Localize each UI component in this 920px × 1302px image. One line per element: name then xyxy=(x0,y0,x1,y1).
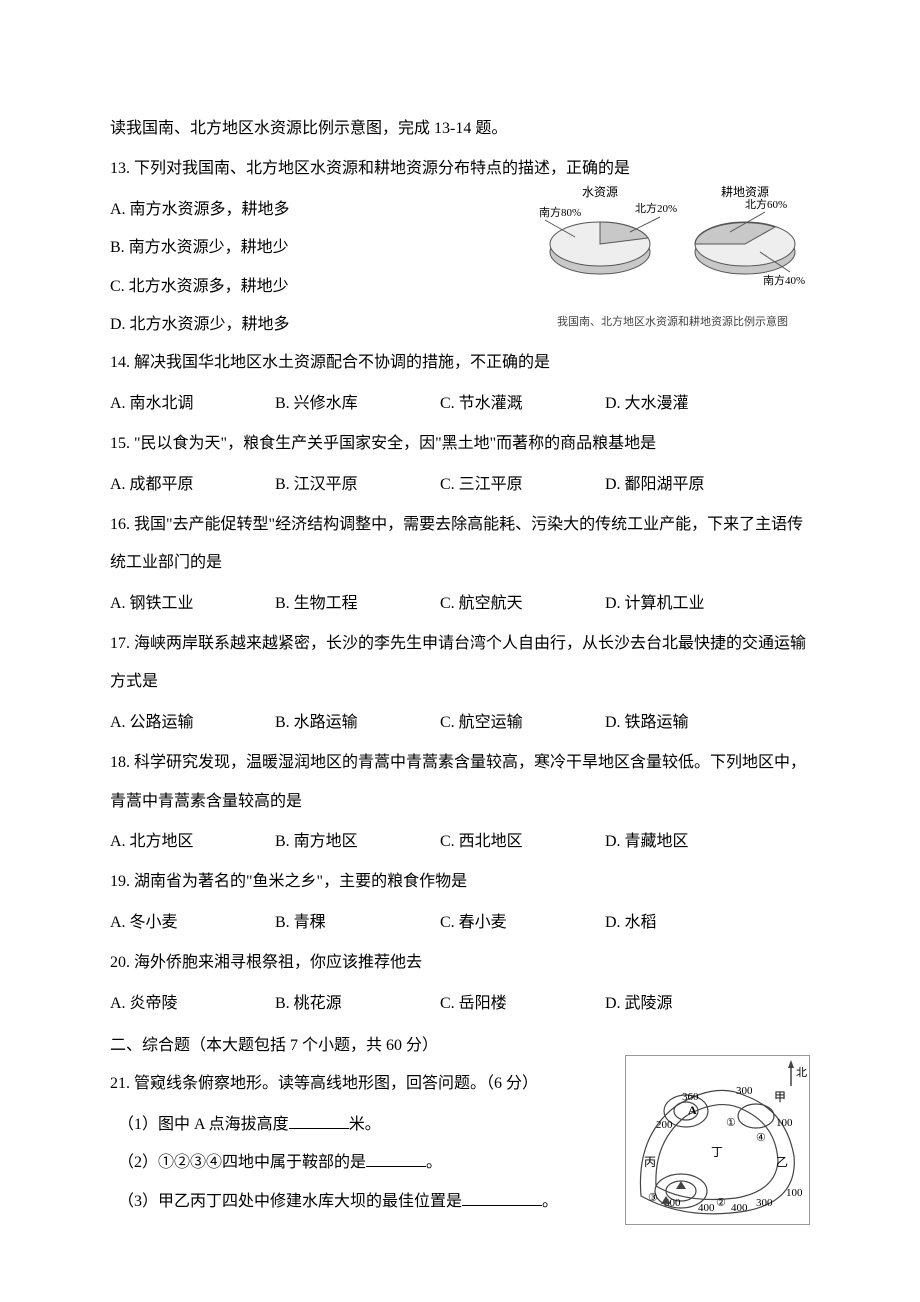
q20-text: 20. 海外侨胞来湘寻根祭祖，你应该推荐他去 xyxy=(110,944,810,982)
q16-text: 16. 我国"去产能促转型"经济结构调整中，需要去除高能耗、污染大的传统工业产能… xyxy=(110,506,810,583)
contour-200a: 200 xyxy=(656,1119,673,1131)
document-body: 读我国南、北方地区水资源比例示意图，完成 13-14 题。 13. 下列对我国南… xyxy=(110,110,810,1221)
blank-1 xyxy=(289,1113,349,1129)
q14-opt-a: A. 南水北调 xyxy=(110,385,275,423)
contour-100a: 100 xyxy=(776,1117,793,1129)
q18-options: A. 北方地区 B. 南方地区 C. 西北地区 D. 青藏地区 xyxy=(110,823,810,861)
q20-opt-c: C. 岳阳楼 xyxy=(440,985,605,1023)
blank-3 xyxy=(462,1190,542,1206)
q18-opt-b: B. 南方地区 xyxy=(275,823,440,861)
q21-s1a: （1）图中 A 点海拔高度 xyxy=(118,1116,289,1133)
q19-opt-d: D. 水稻 xyxy=(605,904,770,942)
pt-jia: 甲 xyxy=(774,1090,786,1104)
q21-s3b: 。 xyxy=(542,1193,558,1210)
q21-text: 21. 管窥线条俯察地形。读等高线地形图，回答问题。（6 分） xyxy=(110,1065,610,1103)
pt-1: ① xyxy=(726,1117,736,1129)
q15-options: A. 成都平原 B. 江汉平原 C. 三江平原 D. 鄱阳湖平原 xyxy=(110,466,810,504)
q15-block: 15. "民以食为天"，粮食生产关乎国家安全，因"黑土地"而著称的商品粮基地是 … xyxy=(110,425,810,504)
q17-options: A. 公路运输 B. 水路运输 C. 航空运输 D. 铁路运输 xyxy=(110,704,810,742)
q14-opt-b: B. 兴修水库 xyxy=(275,385,440,423)
q21-block: 21. 管窥线条俯察地形。读等高线地形图，回答问题。（6 分） （1）图中 A … xyxy=(110,1065,810,1221)
q19-options: A. 冬小麦 B. 青稞 C. 春小麦 D. 水稻 xyxy=(110,904,810,942)
contour-figure: 北 360 300 200 100 500 400 400 xyxy=(625,1055,810,1225)
q19-text: 19. 湖南省为著名的"鱼米之乡"，主要的粮食作物是 xyxy=(110,863,810,901)
q18-opt-a: A. 北方地区 xyxy=(110,823,275,861)
pt-2: ② xyxy=(716,1197,726,1209)
pie-water-title: 水资源 xyxy=(582,185,618,199)
q15-opt-a: A. 成都平原 xyxy=(110,466,275,504)
q18-opt-d: D. 青藏地区 xyxy=(605,823,770,861)
q16-block: 16. 我国"去产能促转型"经济结构调整中，需要去除高能耗、污染大的传统工业产能… xyxy=(110,506,810,623)
pie-water-north: 北方20% xyxy=(635,201,677,215)
pie-svg: 水资源 耕地资源 南方80% 北方20% xyxy=(535,182,810,297)
contour-svg: 北 360 300 200 100 500 400 400 xyxy=(626,1056,811,1226)
q16-opt-d: D. 计算机工业 xyxy=(605,585,770,623)
pt-4: ④ xyxy=(756,1132,766,1144)
q18-block: 18. 科学研究发现，温暖湿润地区的青蒿中青蒿素含量较高，寒冷干旱地区含量较低。… xyxy=(110,744,810,861)
pie-caption: 我国南、北方地区水资源和耕地资源比例示意图 xyxy=(535,315,810,329)
q21-s2b: 。 xyxy=(426,1154,442,1171)
q17-opt-c: C. 航空运输 xyxy=(440,704,605,742)
q14-text: 14. 解决我国华北地区水土资源配合不协调的措施，不正确的是 xyxy=(110,344,810,382)
pie-land-title: 耕地资源 xyxy=(721,184,769,199)
q15-opt-b: B. 江汉平原 xyxy=(275,466,440,504)
pie-water-south: 南方80% xyxy=(539,205,581,219)
q14-opt-c: C. 节水灌溉 xyxy=(440,385,605,423)
q21-s1b: 米。 xyxy=(349,1116,381,1133)
q21-s2a: （2）①②③④四地中属于鞍部的是 xyxy=(118,1154,366,1171)
compass-label: 北 xyxy=(796,1066,807,1079)
q14-opt-d: D. 大水漫灌 xyxy=(605,385,770,423)
blank-2 xyxy=(366,1151,426,1167)
contour-300b: 300 xyxy=(756,1197,773,1209)
q13-block: 13. 下列对我国南、北方地区水资源和耕地资源分布特点的描述，正确的是 A. 南… xyxy=(110,150,810,344)
pie-water: 南方80% 北方20% xyxy=(539,201,677,274)
contour-400a: 400 xyxy=(698,1202,715,1214)
intro-13-14: 读我国南、北方地区水资源比例示意图，完成 13-14 题。 xyxy=(110,110,810,148)
q15-opt-c: C. 三江平原 xyxy=(440,466,605,504)
pt-A: A xyxy=(688,1103,697,1117)
q20-opt-a: A. 炎帝陵 xyxy=(110,985,275,1023)
q17-block: 17. 海峡两岸联系越来越紧密，长沙的李先生申请台湾个人自由行，从长沙去台北最快… xyxy=(110,625,810,742)
q14-options: A. 南水北调 B. 兴修水库 C. 节水灌溉 D. 大水漫灌 xyxy=(110,385,810,423)
contour-300a: 300 xyxy=(736,1085,753,1097)
q17-opt-d: D. 铁路运输 xyxy=(605,704,770,742)
q21-s3a: （3）甲乙丙丁四处中修建水库大坝的最佳位置是 xyxy=(118,1193,462,1210)
q20-block: 20. 海外侨胞来湘寻根祭祖，你应该推荐他去 A. 炎帝陵 B. 桃花源 C. … xyxy=(110,944,810,1023)
q17-opt-b: B. 水路运输 xyxy=(275,704,440,742)
q20-opt-b: B. 桃花源 xyxy=(275,985,440,1023)
pie-land: 南方40% 北方60% xyxy=(695,197,805,287)
q19-opt-c: C. 春小麦 xyxy=(440,904,605,942)
pt-bing: 丙 xyxy=(644,1155,656,1169)
q18-opt-c: C. 西北地区 xyxy=(440,823,605,861)
q16-opt-b: B. 生物工程 xyxy=(275,585,440,623)
q16-options: A. 钢铁工业 B. 生物工程 C. 航空航天 D. 计算机工业 xyxy=(110,585,810,623)
pt-yi: 乙 xyxy=(776,1155,788,1169)
q15-opt-d: D. 鄱阳湖平原 xyxy=(605,466,770,504)
q19-block: 19. 湖南省为著名的"鱼米之乡"，主要的粮食作物是 A. 冬小麦 B. 青稞 … xyxy=(110,863,810,942)
q20-opt-d: D. 武陵源 xyxy=(605,985,770,1023)
q17-text: 17. 海峡两岸联系越来越紧密，长沙的李先生申请台湾个人自由行，从长沙去台北最快… xyxy=(110,625,810,702)
contour-400b: 400 xyxy=(731,1202,748,1214)
q17-opt-a: A. 公路运输 xyxy=(110,704,275,742)
pie-land-north: 北方60% xyxy=(745,197,787,211)
contour-100b: 100 xyxy=(786,1187,803,1199)
pie-figure: 水资源 耕地资源 南方80% 北方20% xyxy=(535,182,810,329)
q15-text: 15. "民以食为天"，粮食生产关乎国家安全，因"黑土地"而著称的商品粮基地是 xyxy=(110,425,810,463)
contour-360: 360 xyxy=(682,1091,699,1103)
q20-options: A. 炎帝陵 B. 桃花源 C. 岳阳楼 D. 武陵源 xyxy=(110,985,810,1023)
q19-opt-a: A. 冬小麦 xyxy=(110,904,275,942)
q16-opt-a: A. 钢铁工业 xyxy=(110,585,275,623)
pt-ding: 丁 xyxy=(711,1145,723,1159)
pie-land-south: 南方40% xyxy=(763,273,805,287)
q19-opt-b: B. 青稞 xyxy=(275,904,440,942)
q16-opt-c: C. 航空航天 xyxy=(440,585,605,623)
q14-block: 14. 解决我国华北地区水土资源配合不协调的措施，不正确的是 A. 南水北调 B… xyxy=(110,344,810,423)
pt-3: ③ xyxy=(648,1192,658,1204)
q18-text: 18. 科学研究发现，温暖湿润地区的青蒿中青蒿素含量较高，寒冷干旱地区含量较低。… xyxy=(110,744,810,821)
